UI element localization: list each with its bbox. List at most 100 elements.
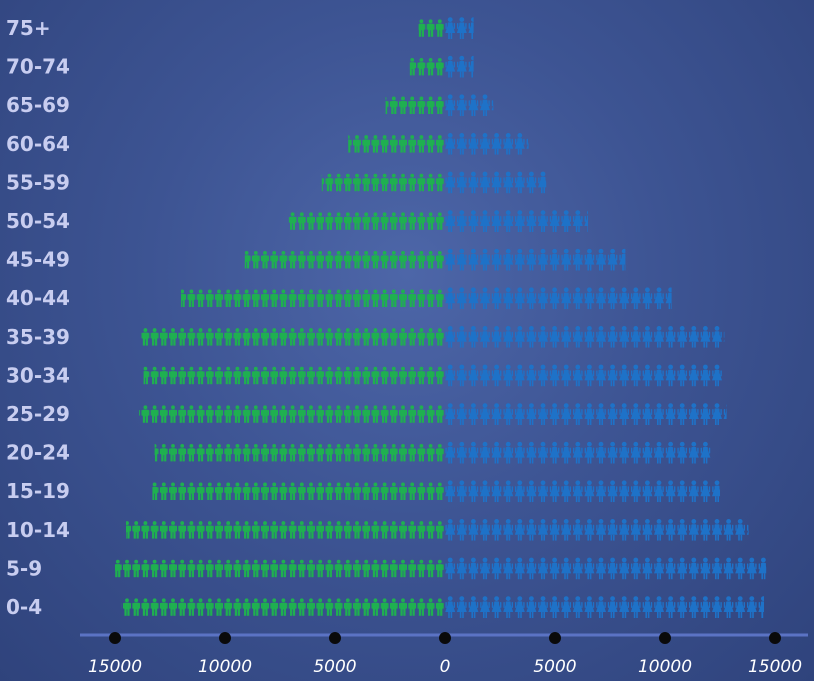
man-icon (279, 598, 288, 616)
bar-right (445, 519, 749, 541)
woman-icon (584, 519, 595, 541)
woman-icon (654, 519, 664, 541)
age-label: 0-4 (6, 595, 42, 619)
bar-right (445, 171, 547, 194)
man-icon (224, 598, 233, 616)
man-icon (353, 212, 361, 230)
woman-icon (491, 403, 502, 425)
man-icon (224, 289, 233, 307)
man-icon (178, 366, 187, 385)
man-icon (159, 405, 168, 423)
bar-left (288, 212, 444, 230)
woman-icon (561, 557, 572, 580)
woman-icon (514, 519, 525, 541)
woman-icon (723, 326, 725, 348)
man-icon (181, 289, 187, 307)
man-icon (435, 443, 444, 462)
man-icon (307, 289, 315, 307)
man-icon (353, 173, 361, 192)
man-icon (169, 598, 177, 616)
woman-icon (491, 133, 502, 155)
woman-icon (468, 557, 479, 580)
man-icon (399, 598, 407, 616)
man-icon (435, 559, 444, 578)
woman-icon (514, 364, 525, 387)
man-icon (187, 482, 196, 500)
woman-icon (526, 171, 537, 194)
woman-icon (584, 557, 595, 580)
man-icon (169, 443, 177, 462)
man-icon (353, 405, 361, 423)
man-icon (426, 559, 435, 578)
woman-icon (677, 480, 688, 503)
man-icon (353, 559, 361, 578)
bar-right (445, 210, 588, 232)
woman-icon (538, 519, 548, 541)
woman-icon (549, 403, 560, 425)
man-icon (353, 482, 361, 500)
woman-icon (677, 596, 688, 618)
man-icon (169, 482, 177, 500)
woman-icon (619, 519, 630, 541)
woman-icon (584, 480, 595, 503)
man-icon (288, 521, 297, 539)
woman-icon (665, 287, 672, 310)
woman-icon (503, 519, 514, 541)
man-icon (215, 482, 223, 500)
woman-icon (596, 441, 606, 464)
man-icon (159, 559, 168, 578)
man-icon (279, 250, 288, 269)
woman-icon (445, 248, 456, 271)
woman-icon (607, 403, 618, 425)
man-icon (389, 250, 398, 269)
man-icon (316, 443, 325, 462)
man-icon (159, 328, 168, 346)
man-icon (325, 289, 334, 307)
woman-icon (480, 403, 490, 425)
man-icon (270, 328, 279, 346)
woman-icon (596, 326, 606, 348)
man-icon (325, 212, 334, 230)
man-icon (288, 405, 297, 423)
woman-icon (468, 519, 479, 541)
man-icon (270, 250, 279, 269)
woman-icon (561, 441, 572, 464)
man-icon (307, 174, 315, 191)
woman-icon (561, 210, 572, 232)
man-icon (334, 212, 343, 230)
woman-icon (491, 557, 502, 580)
man-icon (261, 289, 269, 307)
woman-icon (561, 480, 572, 503)
woman-icon (654, 480, 664, 503)
woman-icon (677, 519, 688, 541)
woman-icon (456, 557, 467, 580)
woman-icon (480, 287, 490, 310)
man-icon (316, 328, 325, 346)
woman-icon (503, 210, 514, 232)
man-icon (215, 289, 223, 307)
age-label: 30-34 (6, 363, 70, 387)
age-label: 40-44 (6, 286, 70, 310)
bar-left (418, 19, 444, 37)
woman-icon (584, 210, 588, 232)
woman-icon (549, 287, 560, 310)
woman-icon (700, 403, 711, 425)
man-icon (205, 328, 214, 346)
woman-icon (561, 287, 572, 310)
man-icon (316, 250, 325, 269)
man-icon (261, 598, 269, 616)
man-icon (426, 19, 435, 37)
woman-icon (746, 557, 757, 580)
woman-icon (677, 326, 688, 348)
man-icon (343, 212, 352, 230)
woman-icon (456, 17, 467, 39)
woman-icon (619, 248, 626, 271)
man-icon (187, 598, 196, 616)
woman-icon (561, 596, 572, 618)
man-icon (316, 366, 325, 385)
woman-icon (445, 326, 456, 348)
x-tick-dot (439, 632, 451, 644)
man-icon (270, 405, 279, 423)
man-icon (417, 328, 426, 346)
woman-icon (468, 326, 479, 348)
